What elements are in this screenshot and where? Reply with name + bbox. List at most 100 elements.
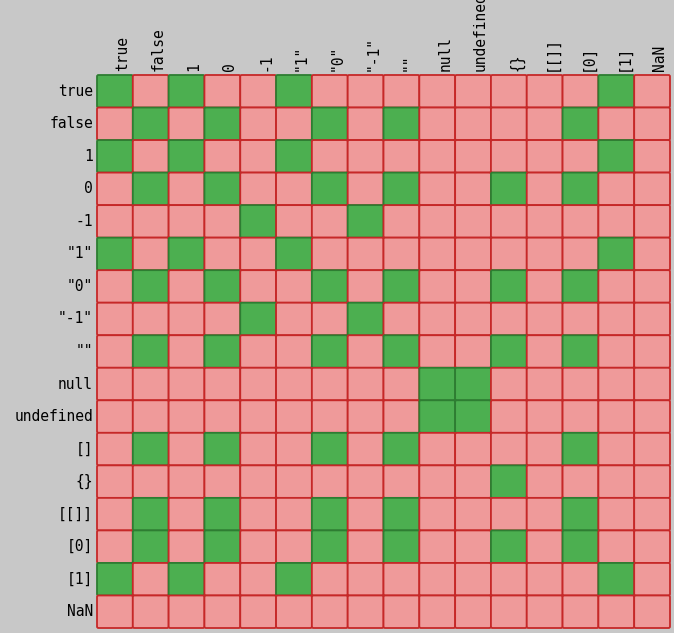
FancyBboxPatch shape: [168, 237, 204, 270]
Text: []: []: [75, 442, 93, 456]
FancyBboxPatch shape: [527, 465, 563, 498]
Text: -1: -1: [258, 54, 273, 71]
FancyBboxPatch shape: [491, 303, 527, 335]
FancyBboxPatch shape: [240, 237, 276, 270]
FancyBboxPatch shape: [419, 433, 455, 465]
FancyBboxPatch shape: [563, 108, 599, 140]
Text: "1": "1": [294, 45, 309, 71]
FancyBboxPatch shape: [312, 498, 348, 530]
FancyBboxPatch shape: [168, 368, 204, 400]
Text: NaN: NaN: [652, 45, 667, 71]
FancyBboxPatch shape: [348, 270, 384, 303]
FancyBboxPatch shape: [133, 335, 168, 368]
FancyBboxPatch shape: [348, 530, 384, 563]
FancyBboxPatch shape: [97, 563, 133, 596]
FancyBboxPatch shape: [168, 530, 204, 563]
FancyBboxPatch shape: [455, 563, 491, 596]
FancyBboxPatch shape: [419, 205, 455, 237]
FancyBboxPatch shape: [97, 303, 133, 335]
FancyBboxPatch shape: [634, 140, 670, 173]
FancyBboxPatch shape: [563, 596, 599, 628]
FancyBboxPatch shape: [384, 303, 419, 335]
FancyBboxPatch shape: [419, 140, 455, 173]
FancyBboxPatch shape: [312, 75, 348, 108]
FancyBboxPatch shape: [384, 75, 419, 108]
Text: 1: 1: [187, 62, 202, 71]
FancyBboxPatch shape: [204, 108, 240, 140]
FancyBboxPatch shape: [204, 596, 240, 628]
FancyBboxPatch shape: [527, 270, 563, 303]
FancyBboxPatch shape: [240, 498, 276, 530]
FancyBboxPatch shape: [419, 270, 455, 303]
FancyBboxPatch shape: [384, 530, 419, 563]
FancyBboxPatch shape: [240, 465, 276, 498]
FancyBboxPatch shape: [168, 563, 204, 596]
FancyBboxPatch shape: [276, 498, 312, 530]
FancyBboxPatch shape: [204, 173, 240, 205]
FancyBboxPatch shape: [491, 237, 527, 270]
FancyBboxPatch shape: [599, 433, 634, 465]
FancyBboxPatch shape: [240, 205, 276, 237]
FancyBboxPatch shape: [240, 303, 276, 335]
FancyBboxPatch shape: [204, 335, 240, 368]
FancyBboxPatch shape: [168, 335, 204, 368]
FancyBboxPatch shape: [599, 335, 634, 368]
FancyBboxPatch shape: [419, 237, 455, 270]
FancyBboxPatch shape: [168, 596, 204, 628]
FancyBboxPatch shape: [527, 173, 563, 205]
FancyBboxPatch shape: [97, 205, 133, 237]
FancyBboxPatch shape: [455, 303, 491, 335]
Text: "": "": [75, 344, 93, 359]
Text: "0": "0": [330, 45, 345, 71]
FancyBboxPatch shape: [599, 368, 634, 400]
FancyBboxPatch shape: [599, 237, 634, 270]
FancyBboxPatch shape: [97, 498, 133, 530]
FancyBboxPatch shape: [97, 368, 133, 400]
FancyBboxPatch shape: [97, 140, 133, 173]
FancyBboxPatch shape: [276, 335, 312, 368]
FancyBboxPatch shape: [204, 498, 240, 530]
FancyBboxPatch shape: [348, 498, 384, 530]
FancyBboxPatch shape: [384, 140, 419, 173]
FancyBboxPatch shape: [276, 108, 312, 140]
Text: [1]: [1]: [616, 45, 632, 71]
FancyBboxPatch shape: [384, 237, 419, 270]
FancyBboxPatch shape: [455, 530, 491, 563]
FancyBboxPatch shape: [384, 108, 419, 140]
FancyBboxPatch shape: [634, 465, 670, 498]
FancyBboxPatch shape: [599, 400, 634, 433]
FancyBboxPatch shape: [312, 563, 348, 596]
FancyBboxPatch shape: [168, 270, 204, 303]
FancyBboxPatch shape: [204, 140, 240, 173]
FancyBboxPatch shape: [348, 108, 384, 140]
FancyBboxPatch shape: [276, 75, 312, 108]
FancyBboxPatch shape: [419, 530, 455, 563]
FancyBboxPatch shape: [240, 530, 276, 563]
FancyBboxPatch shape: [348, 596, 384, 628]
FancyBboxPatch shape: [599, 498, 634, 530]
FancyBboxPatch shape: [204, 368, 240, 400]
FancyBboxPatch shape: [312, 140, 348, 173]
FancyBboxPatch shape: [455, 270, 491, 303]
FancyBboxPatch shape: [455, 465, 491, 498]
FancyBboxPatch shape: [133, 237, 168, 270]
FancyBboxPatch shape: [168, 465, 204, 498]
FancyBboxPatch shape: [312, 108, 348, 140]
FancyBboxPatch shape: [455, 335, 491, 368]
Text: "0": "0": [67, 279, 93, 294]
Text: undefined: undefined: [14, 409, 93, 424]
FancyBboxPatch shape: [634, 563, 670, 596]
FancyBboxPatch shape: [599, 303, 634, 335]
FancyBboxPatch shape: [563, 335, 599, 368]
Text: [0]: [0]: [67, 539, 93, 554]
FancyBboxPatch shape: [599, 205, 634, 237]
FancyBboxPatch shape: [491, 596, 527, 628]
FancyBboxPatch shape: [276, 237, 312, 270]
FancyBboxPatch shape: [384, 563, 419, 596]
FancyBboxPatch shape: [634, 237, 670, 270]
FancyBboxPatch shape: [276, 173, 312, 205]
Text: "1": "1": [67, 246, 93, 261]
Text: null: null: [437, 36, 452, 71]
FancyBboxPatch shape: [312, 335, 348, 368]
FancyBboxPatch shape: [634, 335, 670, 368]
